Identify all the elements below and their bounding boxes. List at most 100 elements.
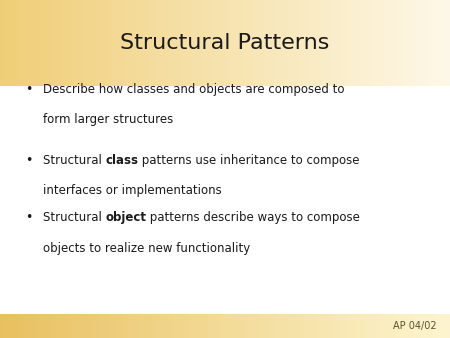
Bar bbox=[298, 314, 305, 338]
Bar bbox=[135, 0, 141, 86]
Bar bbox=[332, 0, 338, 86]
Bar bbox=[433, 0, 440, 86]
Bar bbox=[146, 0, 153, 86]
Bar bbox=[315, 314, 321, 338]
Bar bbox=[253, 314, 260, 338]
Bar bbox=[388, 314, 395, 338]
Bar bbox=[371, 314, 378, 338]
Bar bbox=[202, 314, 209, 338]
Bar bbox=[135, 314, 141, 338]
Bar bbox=[185, 0, 192, 86]
Bar bbox=[73, 314, 80, 338]
Bar bbox=[197, 314, 203, 338]
Bar bbox=[225, 0, 231, 86]
Bar bbox=[50, 0, 57, 86]
Bar bbox=[416, 314, 423, 338]
Bar bbox=[28, 314, 35, 338]
Bar bbox=[130, 314, 136, 338]
Text: •: • bbox=[26, 83, 33, 96]
Bar bbox=[230, 0, 237, 86]
Bar bbox=[124, 314, 130, 338]
Bar bbox=[236, 314, 243, 338]
Bar bbox=[259, 0, 265, 86]
Bar bbox=[275, 314, 282, 338]
Bar bbox=[79, 0, 86, 86]
Bar bbox=[360, 314, 366, 338]
Bar bbox=[45, 0, 51, 86]
Bar bbox=[422, 314, 428, 338]
Bar bbox=[107, 0, 113, 86]
Bar bbox=[17, 0, 23, 86]
Bar bbox=[34, 314, 40, 338]
Bar bbox=[298, 0, 305, 86]
Bar bbox=[140, 314, 147, 338]
Bar bbox=[439, 314, 445, 338]
Bar bbox=[220, 314, 226, 338]
Text: patterns use inheritance to compose: patterns use inheritance to compose bbox=[139, 154, 360, 167]
Bar bbox=[175, 314, 181, 338]
Bar bbox=[101, 0, 108, 86]
Bar bbox=[56, 0, 63, 86]
Bar bbox=[28, 0, 35, 86]
Bar bbox=[22, 314, 29, 338]
Bar bbox=[202, 0, 209, 86]
Text: class: class bbox=[105, 154, 139, 167]
Bar bbox=[68, 0, 74, 86]
Bar bbox=[17, 314, 23, 338]
Bar bbox=[265, 314, 271, 338]
Bar bbox=[85, 0, 91, 86]
Bar bbox=[338, 314, 344, 338]
Bar bbox=[158, 314, 164, 338]
Bar bbox=[248, 0, 254, 86]
Bar bbox=[433, 314, 440, 338]
Bar bbox=[394, 0, 400, 86]
Bar bbox=[292, 314, 299, 338]
Bar bbox=[292, 0, 299, 86]
Bar bbox=[90, 0, 97, 86]
Bar bbox=[265, 0, 271, 86]
Bar bbox=[45, 314, 51, 338]
Bar bbox=[225, 314, 231, 338]
Text: •: • bbox=[26, 211, 33, 224]
Bar bbox=[365, 0, 372, 86]
Bar bbox=[320, 314, 327, 338]
Bar bbox=[270, 314, 276, 338]
Bar bbox=[382, 0, 389, 86]
Bar bbox=[180, 0, 187, 86]
Bar bbox=[355, 0, 361, 86]
Bar bbox=[11, 314, 18, 338]
Bar bbox=[163, 0, 170, 86]
Bar bbox=[422, 0, 428, 86]
Bar bbox=[185, 314, 192, 338]
Bar bbox=[180, 314, 187, 338]
Bar bbox=[304, 0, 310, 86]
Bar bbox=[310, 0, 316, 86]
Bar bbox=[230, 314, 237, 338]
Bar bbox=[343, 0, 350, 86]
Bar bbox=[287, 314, 293, 338]
Bar bbox=[85, 314, 91, 338]
Bar bbox=[101, 314, 108, 338]
Bar bbox=[253, 0, 260, 86]
Bar bbox=[410, 314, 417, 338]
Bar bbox=[326, 314, 333, 338]
Bar bbox=[416, 0, 423, 86]
Bar bbox=[62, 0, 68, 86]
Bar bbox=[405, 0, 411, 86]
Text: Describe how classes and objects are composed to: Describe how classes and objects are com… bbox=[43, 83, 344, 96]
Bar bbox=[5, 314, 12, 338]
Bar bbox=[208, 314, 215, 338]
Bar bbox=[50, 314, 57, 338]
Text: interfaces or implementations: interfaces or implementations bbox=[43, 184, 221, 197]
Bar bbox=[208, 0, 215, 86]
Bar bbox=[382, 314, 389, 338]
Bar bbox=[275, 0, 282, 86]
Bar bbox=[326, 0, 333, 86]
Bar bbox=[140, 0, 147, 86]
Bar bbox=[0, 314, 6, 338]
Bar bbox=[242, 314, 248, 338]
Text: object: object bbox=[105, 211, 146, 224]
Bar bbox=[405, 314, 411, 338]
Bar bbox=[79, 314, 86, 338]
Bar bbox=[95, 0, 102, 86]
